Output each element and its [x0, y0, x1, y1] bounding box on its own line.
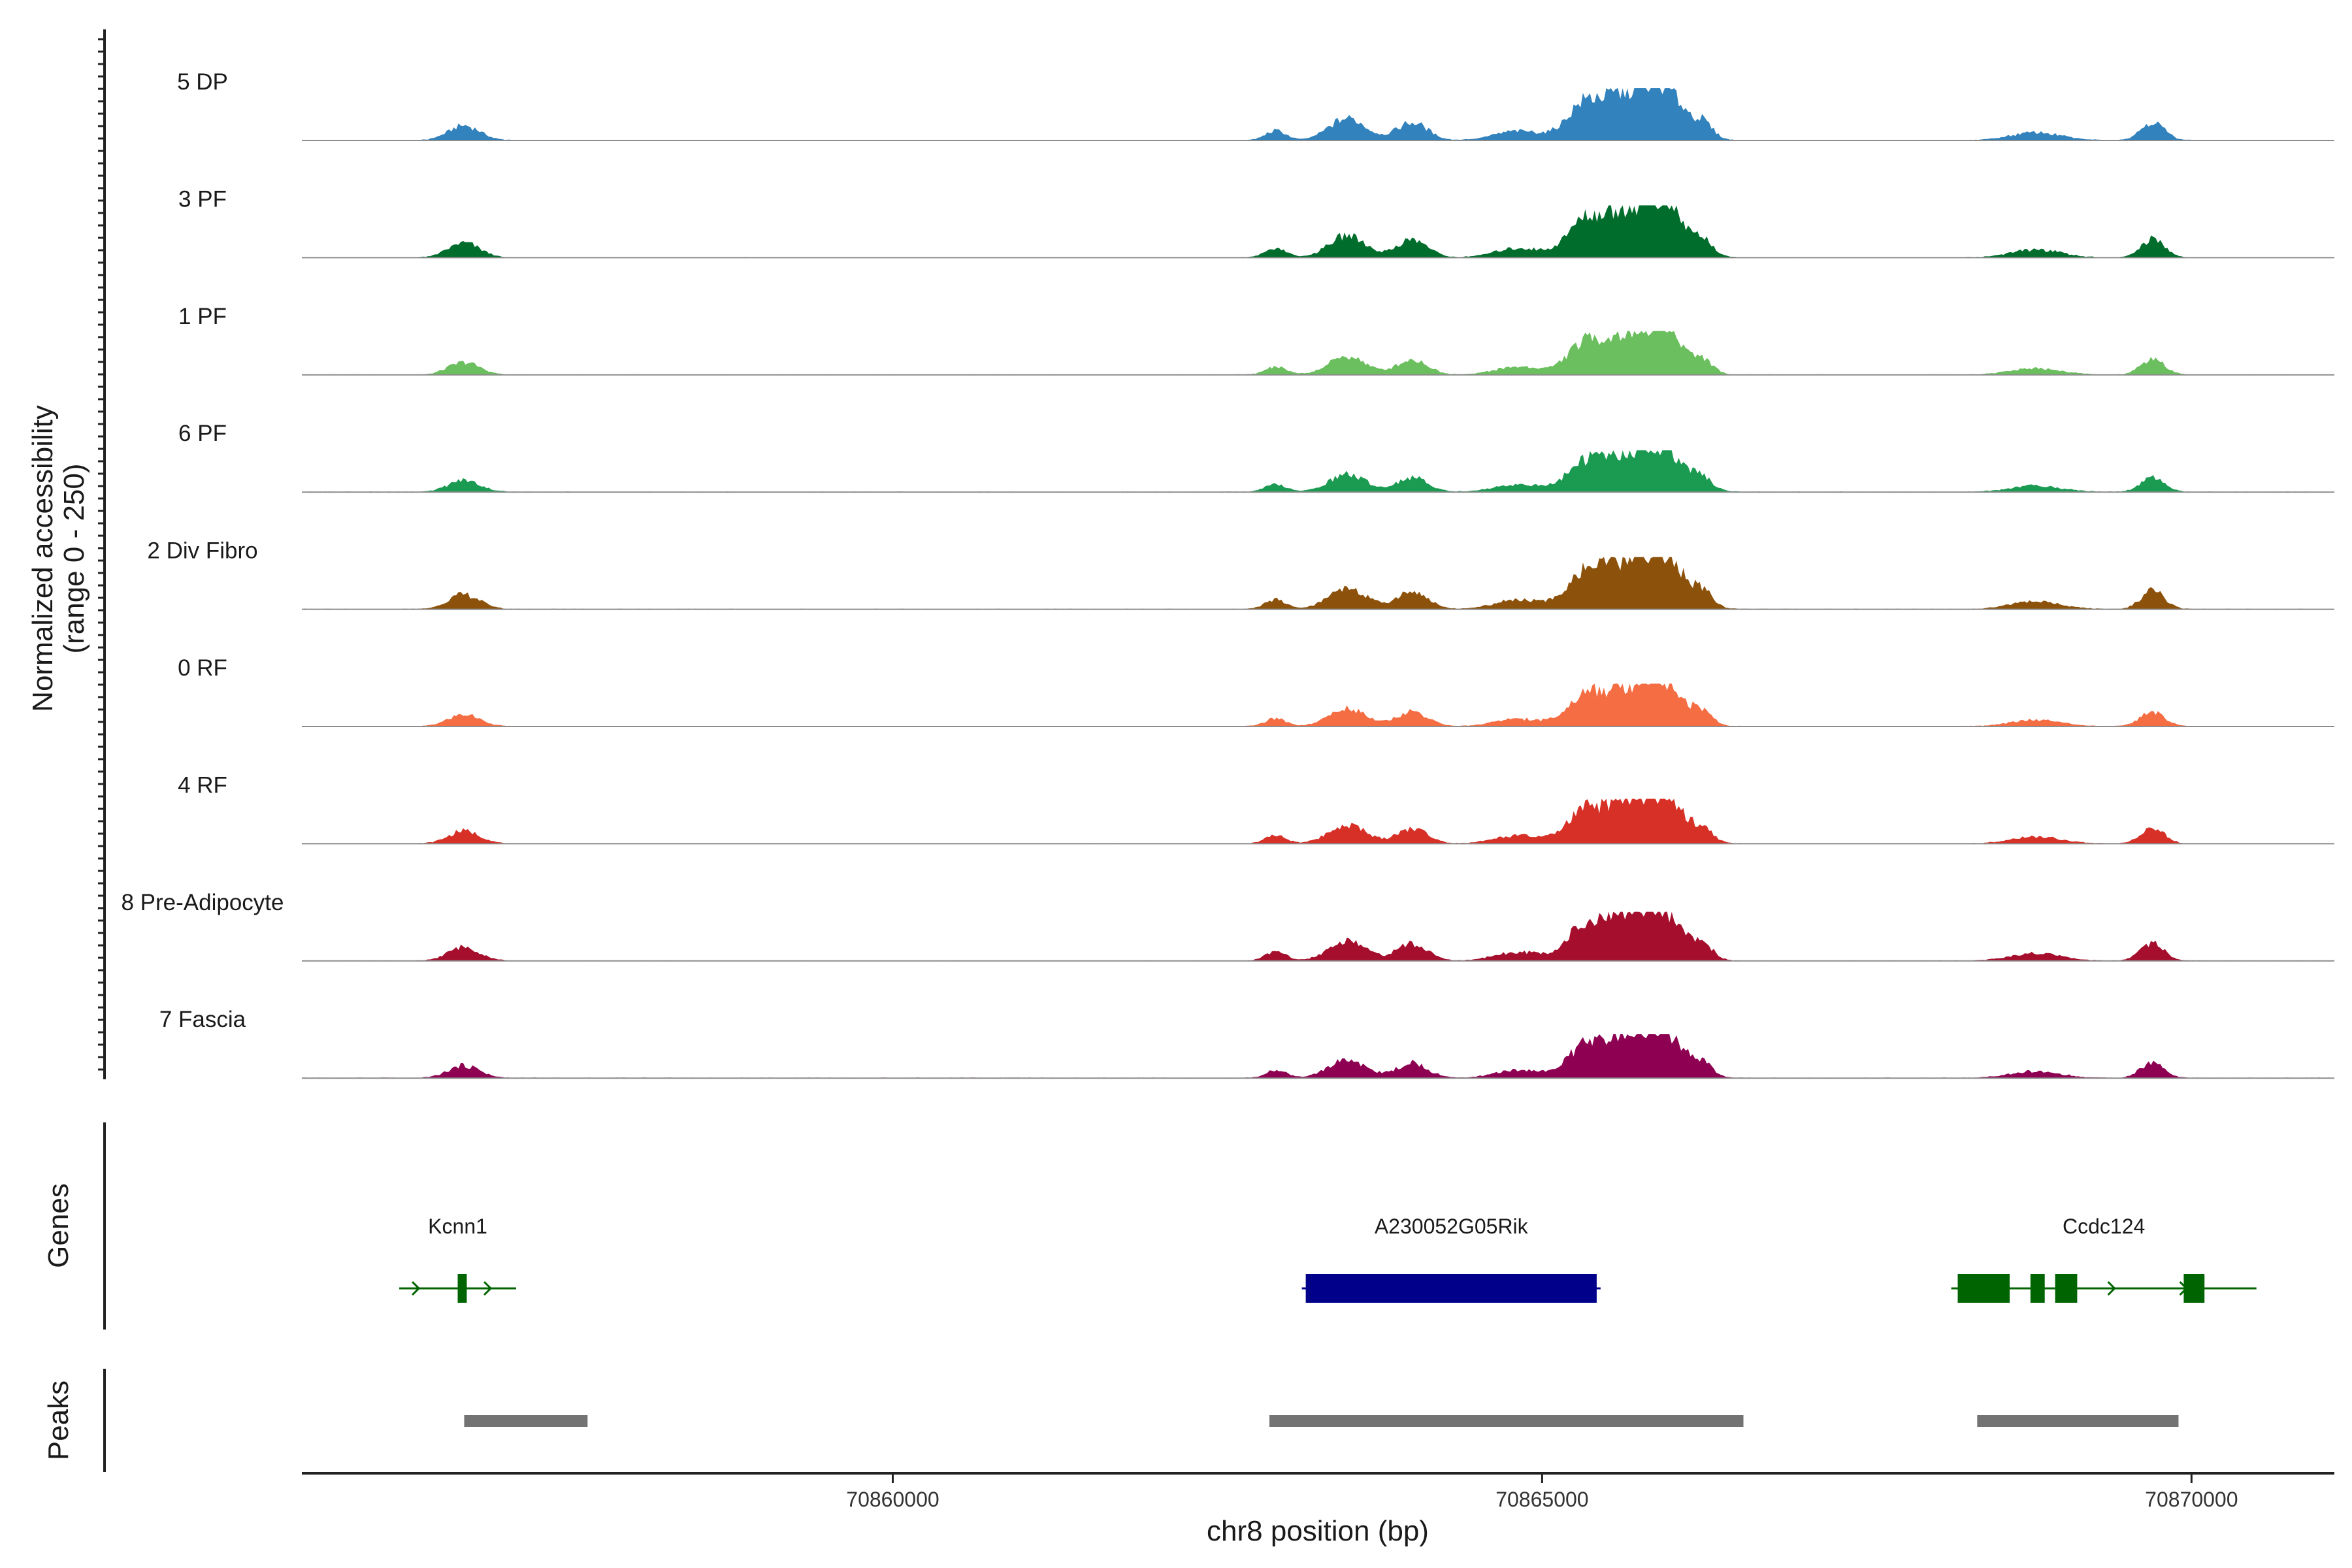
x-tick-label: 70870000: [2145, 1488, 2238, 1511]
track-label: 5 DP: [177, 69, 228, 95]
x-tick-label: 70860000: [846, 1488, 939, 1511]
track-1-pf: 1 PF: [178, 304, 2334, 376]
peak-region: [1977, 1415, 2179, 1427]
peak-region: [464, 1415, 588, 1427]
gene-exon: [2055, 1274, 2078, 1303]
x-axis-title: chr8 position (bp): [1207, 1515, 1429, 1547]
gene-label: Kcnn1: [428, 1215, 487, 1238]
track-3-pf: 3 PF: [178, 186, 2334, 259]
gene-ccdc124: Ccdc124: [1951, 1215, 2257, 1303]
coverage-y-ticks: [98, 38, 105, 1071]
x-axis: 70860000 70865000 70870000 chr8 position (…: [302, 1472, 2334, 1547]
track-label: 3 PF: [178, 186, 227, 212]
peak-regions: [464, 1415, 2179, 1427]
gene-exon: [2183, 1274, 2205, 1303]
coverage-tracks: 5 DP 3 PF 1 PF 6 PF 2 Div Fibro 0 RF 4 RF 8 Pre…: [121, 69, 2334, 1079]
track-label: 4 RF: [178, 772, 227, 798]
track-label: 8 Pre-Adipocyte: [121, 890, 284, 915]
strand-arrow: [2107, 1281, 2116, 1296]
x-tick-label: 70865000: [1495, 1488, 1588, 1511]
gene-kcnn1: Kcnn1: [399, 1215, 516, 1303]
coverage-y-title-line1: Normalized accessibility: [27, 405, 59, 711]
track-label: 1 PF: [178, 304, 227, 329]
gene-exon: [1957, 1274, 2010, 1303]
gene-label: Ccdc124: [2063, 1215, 2145, 1238]
track-7-fascia: 7 Fascia: [159, 1007, 2334, 1079]
peak-region: [1269, 1415, 1744, 1427]
track-label: 7 Fascia: [159, 1007, 246, 1032]
gene-a230052g05rik: A230052G05Rik: [1301, 1215, 1601, 1303]
gene-exon: [1305, 1274, 1597, 1303]
track-2-div-fibro: 2 Div Fibro: [147, 538, 2334, 610]
coverage-panel: Normalized accessibility (range 0 - 250)…: [27, 29, 2334, 1079]
gene-exon: [457, 1274, 467, 1303]
genes-panel-title: Genes: [42, 1183, 74, 1268]
track-label: 6 PF: [178, 421, 227, 446]
strand-arrow: [483, 1281, 493, 1296]
track-5-dp: 5 DP: [177, 69, 2334, 141]
track-0-rf: 0 RF: [178, 655, 2334, 727]
track-6-pf: 6 PF: [178, 421, 2334, 493]
peaks-panel: Peaks: [42, 1369, 2179, 1472]
track-8-pre-adipocyte: 8 Pre-Adipocyte: [121, 890, 2334, 962]
track-label: 0 RF: [178, 655, 227, 681]
track-4-rf: 4 RF: [178, 772, 2334, 845]
strand-arrow: [412, 1281, 421, 1296]
gene-label: A230052G05Rik: [1375, 1215, 1529, 1238]
track-label: 2 Div Fibro: [147, 538, 257, 564]
gene-annotations: Kcnn1 A230052G05Rik Ccdc124: [399, 1215, 2257, 1303]
genes-panel: Genes Kcnn1 A230052G05Rik Ccdc124: [42, 1122, 2257, 1330]
peaks-panel-title: Peaks: [42, 1380, 74, 1460]
gene-exon: [2030, 1274, 2045, 1303]
coverage-y-title-line2: (range 0 - 250): [58, 463, 90, 653]
x-ticks: 70860000 70865000 70870000: [846, 1473, 2238, 1511]
